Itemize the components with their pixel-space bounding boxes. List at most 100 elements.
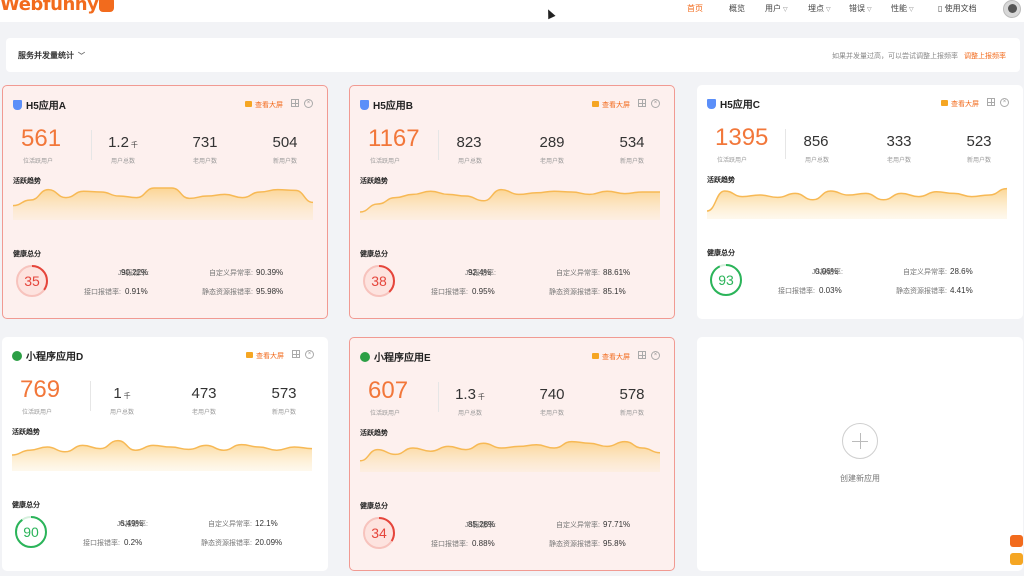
api-error-value: 0.03%: [819, 286, 842, 295]
static-error-value: 85.1%: [603, 287, 626, 296]
js-error-label: JS报错率:: [464, 522, 496, 529]
static-error-label: 静态资源报错率:: [549, 541, 600, 548]
html5-icon: [707, 99, 716, 109]
static-error-value: 20.09%: [255, 538, 283, 547]
health-score-value: 35: [24, 273, 40, 289]
logo[interactable]: Webfunny: [0, 0, 115, 15]
static-error-value: 95.8%: [603, 539, 626, 548]
api-error-label: 接口报错率:: [778, 288, 815, 295]
view-big-screen-button[interactable]: 查看大屏: [246, 351, 284, 361]
trend-title: 活跃趋势: [707, 177, 735, 184]
health-score-ring: [710, 264, 742, 296]
trend-sparkline[interactable]: [360, 184, 660, 220]
close-icon[interactable]: ×: [651, 351, 660, 360]
nav-errors[interactable]: 错误 ▽: [849, 3, 872, 14]
new-users-label: 新用户数: [619, 411, 644, 417]
screen-icon: [246, 352, 253, 358]
create-app-card[interactable]: 创建新应用: [697, 337, 1023, 571]
top-bar: Webfunny 首页 概览 用户 ▽ 埋点 ▽ 错误 ▽ 性能 ▽ ▯ 使用文档: [0, 0, 1024, 22]
nav-performance-label: 性能: [891, 4, 907, 13]
divider: [438, 130, 439, 160]
trend-sparkline[interactable]: [707, 183, 1007, 219]
close-icon[interactable]: ×: [1000, 98, 1009, 107]
avatar[interactable]: [1003, 0, 1021, 18]
app-card[interactable]: 小程序应用E 查看大屏 × 607 位活跃用户 1.3 千 用户总数 740 老用…: [349, 337, 675, 571]
nav-overview-label: 概览: [729, 4, 745, 13]
close-icon[interactable]: ×: [304, 99, 313, 108]
total-users-number: 823: [456, 134, 482, 151]
old-users-label: 老用户数: [886, 158, 911, 164]
app-title[interactable]: H5应用B: [360, 97, 413, 112]
nav-overview[interactable]: 概览: [729, 3, 745, 14]
view-big-screen-button[interactable]: 查看大屏: [245, 100, 283, 110]
app-title[interactable]: H5应用C: [707, 96, 760, 111]
adjust-frequency-link[interactable]: 调整上报频率: [964, 53, 1006, 60]
view-big-screen-label: 查看大屏: [255, 102, 283, 109]
new-users-label: 新用户数: [271, 410, 296, 416]
trend-line: [360, 188, 660, 213]
health-title: 健康总分: [12, 502, 40, 509]
divider: [90, 381, 91, 411]
feedback-icon[interactable]: [1010, 535, 1023, 547]
nav-docs-label: 使用文档: [944, 4, 977, 13]
view-big-screen-button[interactable]: 查看大屏: [592, 100, 630, 110]
divider: [438, 382, 439, 412]
view-big-screen-label: 查看大屏: [256, 353, 284, 360]
nav-performance[interactable]: 性能 ▽: [891, 3, 914, 14]
js-error-label: JS报错率:: [117, 270, 149, 277]
nav-users[interactable]: 用户 ▽: [765, 3, 788, 14]
api-error-value: 0.2%: [124, 538, 143, 547]
trend-title: 活跃趋势: [360, 430, 388, 437]
trend-sparkline[interactable]: [360, 436, 660, 472]
app-card[interactable]: H5应用B 查看大屏 × 1167 位活跃用户 823 用户总数 289 老用户…: [349, 85, 675, 319]
chevron-down-icon: ▽: [783, 7, 788, 13]
view-big-screen-label: 查看大屏: [602, 354, 630, 361]
grid-icon[interactable]: [638, 351, 646, 359]
logo-text: Webfunny: [0, 0, 99, 15]
grid-icon[interactable]: [292, 350, 300, 358]
doc-icon: ▯: [938, 4, 945, 13]
grid-icon[interactable]: [291, 99, 299, 107]
active-users-value: 1167: [368, 125, 420, 152]
active-users-label: 位活跃用户: [370, 411, 401, 417]
custom-error-value: 97.71%: [603, 520, 631, 529]
health-title: 健康总分: [13, 251, 41, 258]
health-score-value: 90: [23, 524, 39, 540]
view-big-screen-button[interactable]: 查看大屏: [592, 352, 630, 362]
js-error-value: 90.22%: [121, 268, 149, 277]
trend-title: 活跃趋势: [12, 429, 40, 436]
custom-error-label: 自定义异常率:: [209, 270, 253, 277]
old-users-label: 老用户数: [539, 159, 564, 165]
concurrency-select[interactable]: 服务并发量统计 ﹀: [18, 50, 85, 61]
grid-icon[interactable]: [638, 99, 646, 107]
trend-title: 活跃趋势: [360, 178, 388, 185]
app-title[interactable]: H5应用A: [13, 97, 66, 112]
app-name: 小程序应用D: [26, 352, 84, 363]
app-title[interactable]: 小程序应用E: [360, 349, 431, 364]
chat-icon[interactable]: [1010, 553, 1023, 565]
grid-icon[interactable]: [987, 98, 995, 106]
custom-error-label: 自定义异常率:: [556, 270, 600, 277]
nav-tracking[interactable]: 埋点 ▽: [808, 3, 831, 14]
total-users-number: 1.2: [108, 134, 129, 151]
static-error-label: 静态资源报错率:: [201, 540, 252, 547]
close-icon[interactable]: ×: [305, 350, 314, 359]
old-users-label: 老用户数: [192, 159, 217, 165]
trend-area: [360, 189, 660, 220]
nav-docs[interactable]: ▯ 使用文档: [938, 3, 977, 14]
nav-home[interactable]: 首页: [687, 3, 703, 14]
app-card[interactable]: H5应用A 查看大屏 × 561 位活跃用户 1.2 千 用户总数 731 老用户…: [2, 85, 328, 319]
app-card[interactable]: H5应用C 查看大屏 × 1395 位活跃用户 856 用户总数 333 老用户…: [697, 85, 1023, 319]
trend-sparkline[interactable]: [12, 435, 312, 471]
custom-error-label: 自定义异常率:: [208, 521, 252, 528]
health-title: 健康总分: [707, 250, 735, 257]
chevron-down-icon: ﹀: [78, 53, 85, 60]
app-title[interactable]: 小程序应用D: [12, 348, 83, 363]
old-users-label: 老用户数: [191, 410, 216, 416]
health-score-ring: [16, 265, 48, 297]
trend-sparkline[interactable]: [13, 184, 313, 220]
plus-icon[interactable]: [842, 423, 878, 459]
close-icon[interactable]: ×: [651, 99, 660, 108]
view-big-screen-button[interactable]: 查看大屏: [941, 99, 979, 109]
